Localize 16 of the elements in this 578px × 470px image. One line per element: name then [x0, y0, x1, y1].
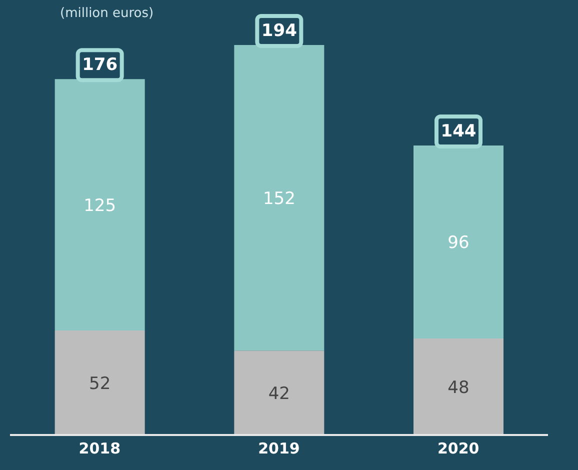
total-label: 194	[261, 21, 298, 41]
bar	[414, 338, 504, 435]
total-label: 144	[440, 122, 476, 142]
data-label: 52	[89, 374, 111, 394]
data-label: 96	[448, 233, 470, 254]
bar	[234, 350, 324, 435]
x-tick-label: 2020	[437, 440, 480, 458]
chart-subtitle: (million euros)	[60, 6, 154, 21]
data-label: 48	[448, 378, 470, 398]
data-label: 125	[84, 196, 116, 216]
total-label: 176	[82, 55, 118, 76]
x-tick-label: 2018	[78, 440, 121, 458]
x-tick-label: 2019	[258, 440, 300, 458]
data-label: 152	[262, 188, 296, 209]
data-label: 42	[268, 384, 290, 404]
bar	[54, 330, 145, 435]
